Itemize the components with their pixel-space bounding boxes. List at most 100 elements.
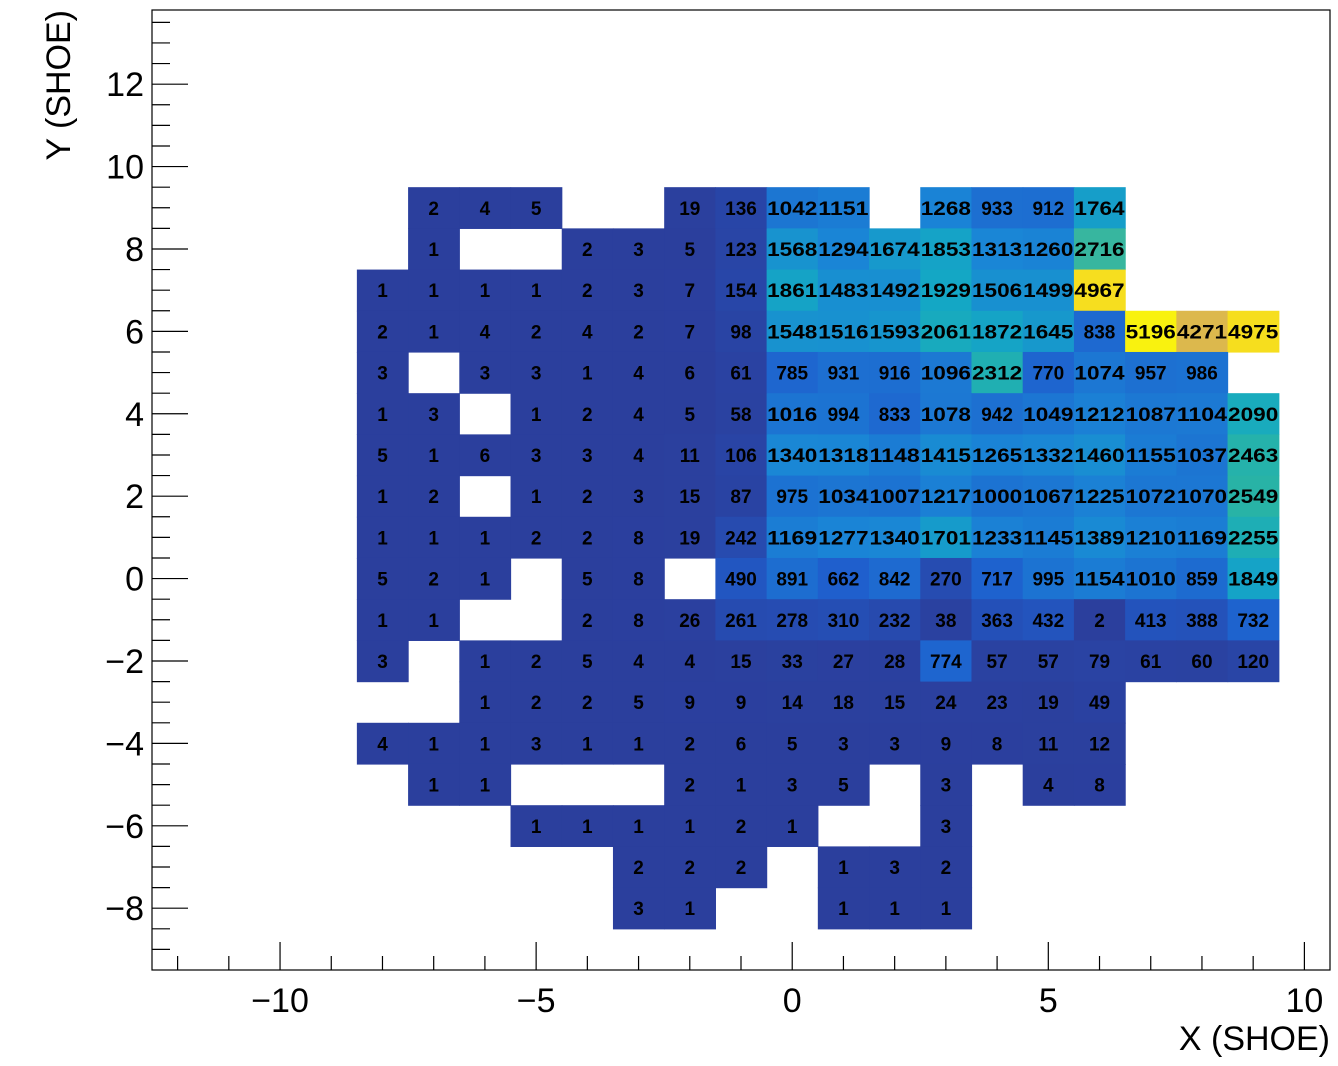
- heatmap-cell: [971, 681, 1024, 724]
- heatmap-bin-label: 8: [992, 734, 1003, 755]
- heatmap-cell: [869, 681, 921, 724]
- heatmap-bin-label: 5196: [1126, 322, 1176, 343]
- heatmap-bin-label: 1: [582, 364, 593, 385]
- heatmap-cell: [920, 228, 973, 271]
- heatmap-bin-label: 2: [428, 487, 439, 508]
- heatmap-cell: [664, 228, 716, 271]
- heatmap-bin-label: 1: [889, 899, 900, 920]
- heatmap-bin-label: 1034: [818, 487, 869, 508]
- y-axis-title: Y (SHOE): [40, 10, 78, 161]
- heatmap-bin-label: 1: [480, 652, 491, 673]
- heatmap-cell: [612, 351, 665, 394]
- heatmap-bin-label: 3: [428, 405, 439, 426]
- heatmap-bin-label: 1210: [1126, 528, 1176, 549]
- heatmap-bin-label: 1929: [921, 281, 971, 302]
- heatmap-bin-label: 28: [884, 652, 905, 673]
- heatmap-cell: [920, 887, 973, 930]
- heatmap-bin-label: 1148: [870, 446, 920, 467]
- heatmap-bin-label: 2: [582, 240, 593, 261]
- heatmap-cell: [1176, 475, 1229, 518]
- heatmap-cell: [1073, 310, 1126, 353]
- heatmap-bin-label: 11: [680, 446, 701, 467]
- heatmap-bin-label: 136: [725, 199, 757, 220]
- heatmap-cell: [459, 516, 512, 559]
- heatmap-bin-label: 261: [725, 611, 757, 632]
- heatmap-cell: [869, 269, 921, 312]
- heatmap-bin-label: 19: [679, 528, 700, 549]
- heatmap-bin-label: 432: [1032, 611, 1064, 632]
- heatmap-bin-label: 3: [889, 734, 900, 755]
- heatmap-bin-label: 717: [981, 570, 1013, 591]
- heatmap-cell: [869, 887, 921, 930]
- heatmap-cell: [459, 681, 512, 724]
- heatmap-cell: [766, 557, 819, 600]
- heatmap-cell: [817, 722, 870, 765]
- heatmap-bin-label: 1506: [972, 281, 1022, 302]
- heatmap-bin-label: 1087: [1126, 405, 1176, 426]
- heatmap-bin-label: 2: [531, 652, 542, 673]
- heatmap-bin-label: 1492: [870, 281, 920, 302]
- heatmap-cell: [971, 557, 1024, 600]
- heatmap-bin-label: 2312: [972, 364, 1022, 385]
- heatmap-cell: [817, 516, 870, 559]
- heatmap-bin-label: 1037: [1177, 446, 1227, 467]
- heatmap-cell: [356, 351, 409, 394]
- heatmap-bin-label: 3: [633, 281, 644, 302]
- heatmap-cell: [1176, 310, 1229, 353]
- heatmap-cell: [817, 269, 870, 312]
- heatmap-cell: [971, 393, 1024, 435]
- heatmap-bin-label: 79: [1089, 652, 1110, 673]
- y-axis-tick-labels: −8 −6 −4 −2 0 2 4 6 8 10 12: [105, 66, 144, 928]
- heatmap-cell: [1125, 640, 1177, 683]
- heatmap-cell: [408, 763, 460, 806]
- heatmap-bin-label: 57: [1038, 652, 1059, 673]
- heatmap-cell: [817, 763, 870, 806]
- heatmap-cell: [561, 640, 614, 683]
- heatmap-cell: [1227, 434, 1280, 477]
- heatmap-bin-label: 1: [428, 322, 439, 343]
- heatmap-cell: [869, 310, 921, 353]
- heatmap-bin-label: 1: [480, 570, 491, 591]
- heatmap-cell: [869, 846, 921, 889]
- heatmap-bin-label: 1042: [767, 199, 817, 220]
- heatmap-bin-label: 2: [633, 858, 644, 879]
- heatmap-bin-label: 1: [480, 693, 491, 714]
- heatmap-bin-label: 19: [1038, 693, 1059, 714]
- heatmap-cell: [510, 269, 563, 312]
- heatmap-cell: [971, 310, 1024, 353]
- heatmap-cell: [664, 434, 716, 477]
- heatmap-cell: [356, 393, 409, 435]
- heatmap-bin-label: 2090: [1228, 405, 1278, 426]
- heatmap-cell: [766, 640, 819, 683]
- heatmap-bin-label: 1067: [1023, 487, 1073, 508]
- heatmap-cell: [971, 722, 1024, 765]
- heatmap-cell: [356, 640, 409, 683]
- heatmap-cell: [1022, 393, 1075, 435]
- heatmap-cell: [1125, 557, 1177, 600]
- heatmap-cell: [356, 557, 409, 600]
- heatmap-cell: [561, 475, 614, 518]
- heatmap-bin-label: 1277: [818, 528, 868, 549]
- heatmap-cell: [356, 434, 409, 477]
- heatmap-cell: [766, 722, 819, 765]
- heatmap-bin-label: 8: [1094, 776, 1105, 797]
- heatmap-bin-label: 87: [730, 487, 751, 508]
- heatmap-cell: [459, 351, 512, 394]
- heatmap-cell: [561, 516, 614, 559]
- heatmap-cell: [715, 722, 768, 765]
- heatmap-bin-label: 1: [428, 281, 439, 302]
- heatmap-bin-label: 1169: [1177, 528, 1227, 549]
- heatmap-cell: [766, 228, 819, 271]
- heatmap-cell: [612, 846, 665, 889]
- heatmap-cell: [664, 681, 716, 724]
- heatmap-bin-label: 2463: [1228, 446, 1278, 467]
- heatmap-bin-label: 1: [684, 899, 695, 920]
- heatmap-cell: [612, 599, 665, 641]
- heatmap-bin-label: 8: [633, 611, 644, 632]
- heatmap-cell: [715, 516, 768, 559]
- heatmap-cell: [869, 557, 921, 600]
- heatmap-cell: [766, 351, 819, 394]
- heatmap-bin-label: 5: [787, 734, 798, 755]
- heatmap-cell: [459, 187, 512, 229]
- y-tick-label: 2: [125, 478, 144, 516]
